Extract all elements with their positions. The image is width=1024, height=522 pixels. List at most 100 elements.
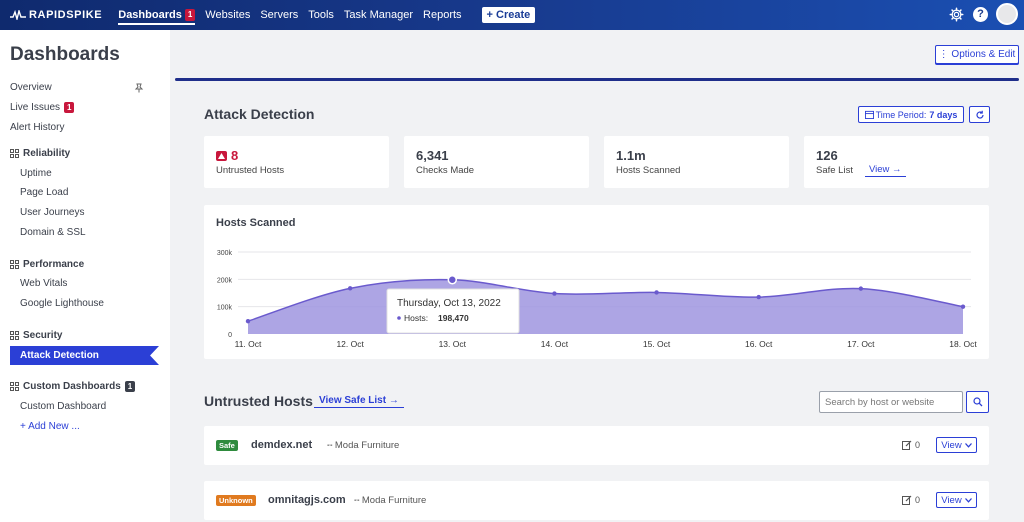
- user-avatar[interactable]: [996, 3, 1018, 25]
- grid-icon: [10, 149, 19, 158]
- sidebar-item-user-journeys[interactable]: User Journeys: [20, 207, 85, 218]
- chevron-down-icon: [964, 497, 972, 503]
- sidebar-item-live-issues[interactable]: Live Issues 1: [10, 102, 75, 113]
- row-view-dropdown[interactable]: View: [936, 437, 977, 453]
- nav-reports[interactable]: Reports: [423, 9, 462, 21]
- edit-note-icon: [902, 495, 912, 505]
- host-name[interactable]: omnitagjs.com: [268, 494, 346, 506]
- stat-card-untrusted-hosts: 8 Untrusted Hosts: [204, 136, 389, 188]
- chevron-down-icon: [964, 442, 972, 448]
- refresh-button[interactable]: [969, 106, 990, 123]
- edit-note-icon: [902, 440, 912, 450]
- time-period-label: Time Period:: [875, 109, 927, 120]
- logo-text: RAPIDSPIKE: [29, 9, 103, 21]
- data-point: [756, 294, 761, 300]
- sidebar: [0, 30, 170, 522]
- x-tick-label: 11. Oct: [235, 339, 262, 349]
- website-name-text: Moda Furniture: [334, 440, 400, 451]
- grid-icon: [10, 382, 19, 391]
- nav-dashboards-label: Dashboards: [118, 9, 182, 21]
- sidebar-item-uptime[interactable]: Uptime: [20, 168, 52, 179]
- hosts-scanned-chart-card: Hosts Scanned 0 100k 200k 300k 11. Oct 12. Oc…: [204, 205, 989, 359]
- stat-card-checks-made: 6,341 Checks Made: [404, 136, 589, 188]
- tooltip-label: Hosts:: [404, 313, 428, 323]
- tooltip-box: [386, 288, 520, 334]
- sidebar-item-attack-detection[interactable]: Attack Detection: [10, 346, 159, 365]
- view-safe-list-link[interactable]: View Safe List →: [314, 395, 404, 408]
- x-tick-label: 15. Oct: [643, 339, 671, 349]
- hosts-scanned-chart[interactable]: 0 100k 200k 300k 11. Oct 12. Oct 13. Oct 14. Oc…: [204, 205, 989, 359]
- untrusted-hosts-title: Untrusted Hosts: [204, 393, 313, 409]
- time-period-button[interactable]: Time Period: 7 days: [858, 106, 964, 123]
- host-name[interactable]: demdex.net: [251, 439, 313, 451]
- top-right-tools: ?: [940, 3, 1018, 25]
- y-tick-label: 200k: [217, 277, 233, 284]
- hosts-scanned-label: Hosts Scanned: [616, 165, 681, 176]
- hosts-scanned-value: 1.1m: [616, 148, 646, 163]
- tooltip-series-dot: [397, 316, 401, 320]
- untrusted-host-row[interactable]: Safe demdex.net ▪▫▪ Moda Furniture 0 View: [204, 426, 989, 465]
- nav-task-manager[interactable]: Task Manager: [343, 9, 414, 21]
- safe-list-view-link[interactable]: View →: [865, 164, 906, 177]
- sidebar-item-page-load[interactable]: Page Load: [20, 187, 69, 198]
- untrusted-hosts-label: Untrusted Hosts: [216, 165, 285, 176]
- row-view-dropdown[interactable]: View: [936, 492, 977, 508]
- performance-label: Performance: [23, 259, 85, 270]
- sidebar-item-web-vitals[interactable]: Web Vitals: [20, 278, 68, 289]
- x-tick-label: 16. Oct: [745, 339, 773, 349]
- nav-dashboards-badge: 1: [184, 9, 196, 21]
- data-point: [960, 304, 966, 309]
- untrusted-host-row[interactable]: Unknown omnitagjs.com ▪▫▪ Moda Furniture …: [204, 481, 989, 520]
- nav-websites[interactable]: Websites: [205, 9, 251, 21]
- help-icon[interactable]: ?: [973, 6, 988, 22]
- nav-servers[interactable]: Servers: [260, 9, 299, 21]
- live-issues-badge: 1: [64, 102, 75, 113]
- search-icon: [972, 397, 982, 407]
- sidebar-item-custom-dashboard[interactable]: Custom Dashboard: [20, 401, 107, 412]
- x-tick-label: 14. Oct: [541, 339, 569, 349]
- security-label: Security: [23, 330, 63, 341]
- refresh-icon: [975, 110, 984, 119]
- calendar-icon: [864, 110, 874, 119]
- rapidspike-logo[interactable]: RAPIDSPIKE: [10, 9, 102, 21]
- notes-count[interactable]: 0: [902, 440, 920, 450]
- attack-detection-title: Attack Detection: [204, 106, 315, 122]
- grid-icon: [10, 260, 19, 269]
- options-edit-button[interactable]: ⋮ Options & Edit: [935, 45, 1019, 64]
- x-tick-label: 12. Oct: [336, 339, 364, 349]
- logo-spike-icon: [10, 10, 26, 20]
- sidebar-item-domain-ssl[interactable]: Domain & SSL: [20, 227, 86, 238]
- x-tick-label: 17. Oct: [847, 339, 875, 349]
- status-badge-safe: Safe: [216, 440, 238, 451]
- create-button[interactable]: + Create: [481, 7, 536, 23]
- sidebar-item-overview[interactable]: Overview: [10, 82, 52, 93]
- warning-triangle-icon: [216, 150, 227, 161]
- data-point: [654, 290, 659, 295]
- x-tick-label: 13. Oct: [439, 339, 467, 349]
- row-view-label: View: [941, 494, 962, 506]
- settings-gear-icon[interactable]: [948, 6, 965, 23]
- notes-count-text: 0: [915, 440, 921, 450]
- top-navigation-bar: RAPIDSPIKE Dashboards 1 Websites Servers…: [0, 0, 1024, 30]
- tooltip-value: 198,470: [438, 313, 469, 323]
- search-input[interactable]: [819, 391, 963, 413]
- nav-tools[interactable]: Tools: [308, 9, 334, 21]
- page-title: Dashboards: [10, 44, 120, 65]
- sidebar-add-new-link[interactable]: + Add New ...: [20, 421, 80, 432]
- search-button[interactable]: [966, 391, 989, 413]
- sidebar-item-google-lighthouse[interactable]: Google Lighthouse: [20, 298, 104, 309]
- website-name: ▪▫▪ Moda Furniture: [354, 495, 426, 506]
- pin-icon[interactable]: [134, 83, 144, 93]
- main-nav: Dashboards 1 Websites Servers Tools Task…: [118, 0, 536, 30]
- time-period-value: 7 days: [929, 109, 958, 120]
- notes-count[interactable]: 0: [902, 495, 920, 505]
- custom-dashboards-badge: 1: [124, 381, 136, 392]
- y-tick-label: 300k: [217, 250, 233, 257]
- safe-list-label: Safe List: [816, 165, 853, 176]
- y-tick-label: 0: [228, 332, 232, 339]
- data-point: [858, 286, 864, 291]
- main-accent-bar: [175, 78, 1019, 81]
- sidebar-item-alert-history[interactable]: Alert History: [10, 122, 65, 133]
- stat-card-safe-list: 126 Safe List View →: [804, 136, 989, 188]
- nav-dashboards[interactable]: Dashboards 1: [118, 0, 196, 30]
